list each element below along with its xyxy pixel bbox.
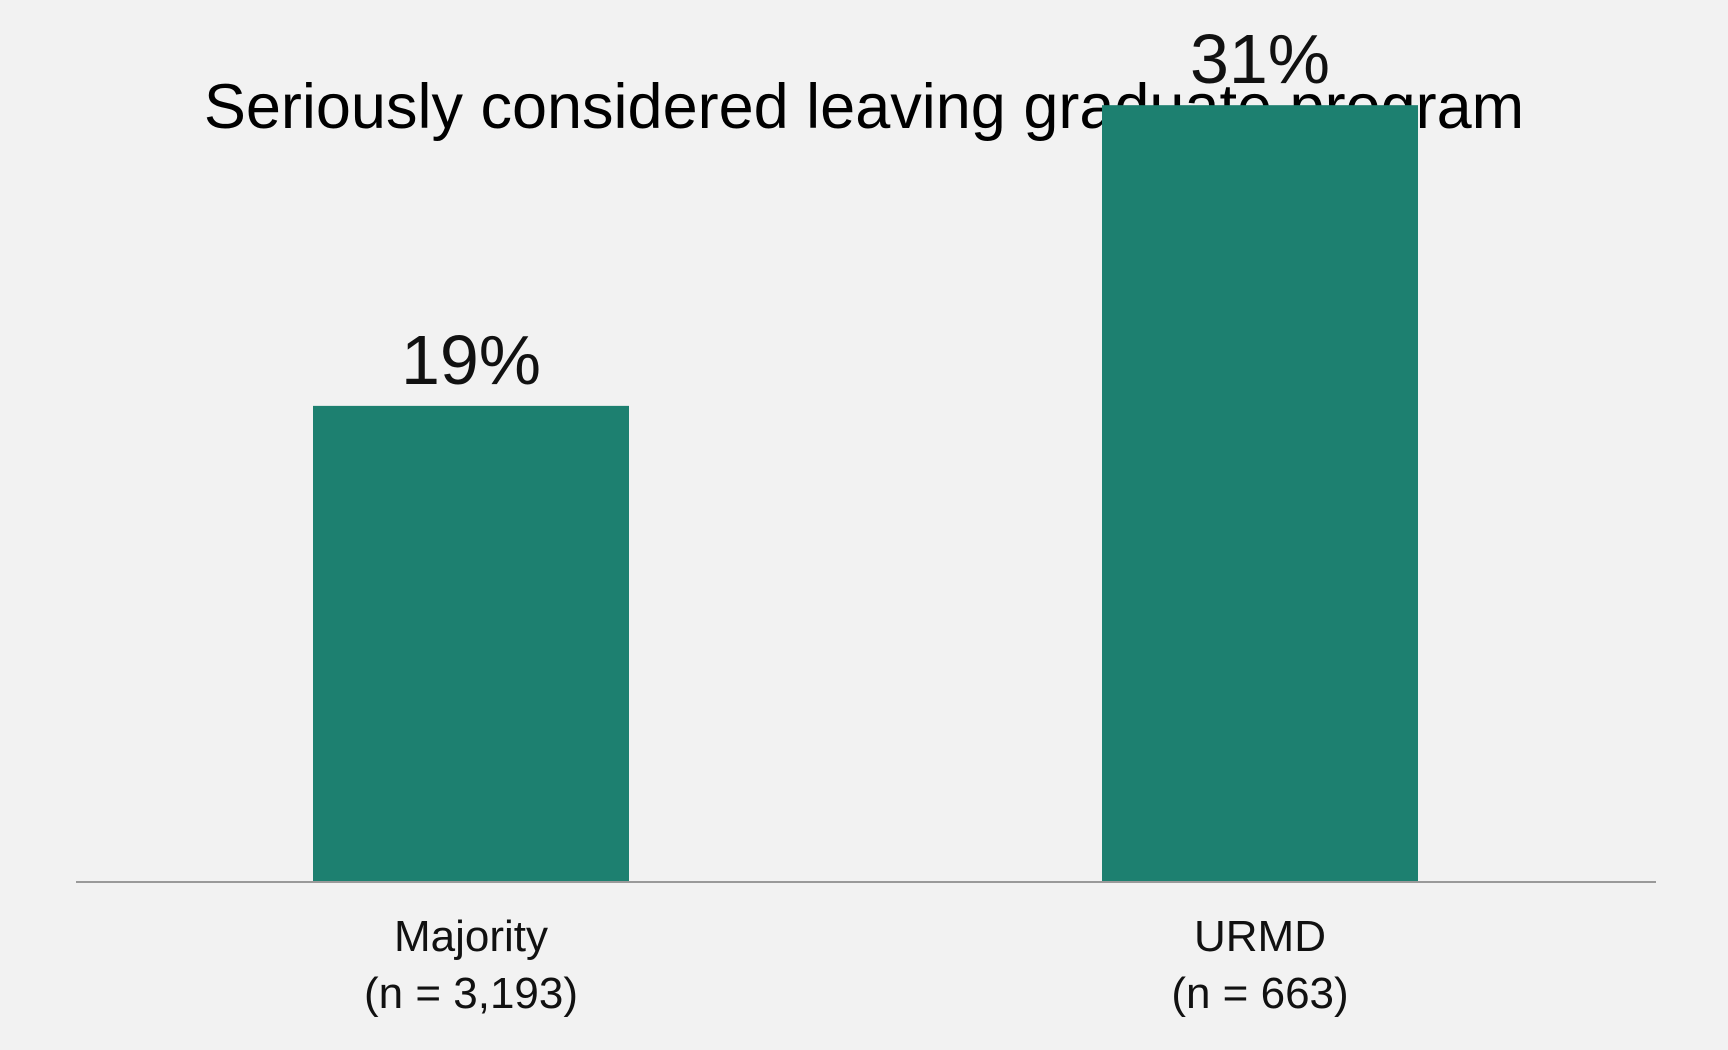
category-sublabel-majority: (n = 3,193): [364, 969, 578, 1018]
bars-layer: [313, 105, 1418, 883]
category-label-urmd: URMD: [1194, 912, 1326, 961]
labels-layer: 19% Majority (n = 3,193) 31% URMD (n = 663): [364, 20, 1349, 1018]
category-sublabel-urmd: (n = 663): [1171, 969, 1348, 1018]
data-label-majority: 19%: [401, 321, 541, 399]
data-label-urmd: 31%: [1190, 20, 1330, 98]
category-label-majority: Majority: [394, 912, 548, 961]
bar-majority: [313, 405, 629, 882]
bar-urmd: [1102, 105, 1418, 883]
